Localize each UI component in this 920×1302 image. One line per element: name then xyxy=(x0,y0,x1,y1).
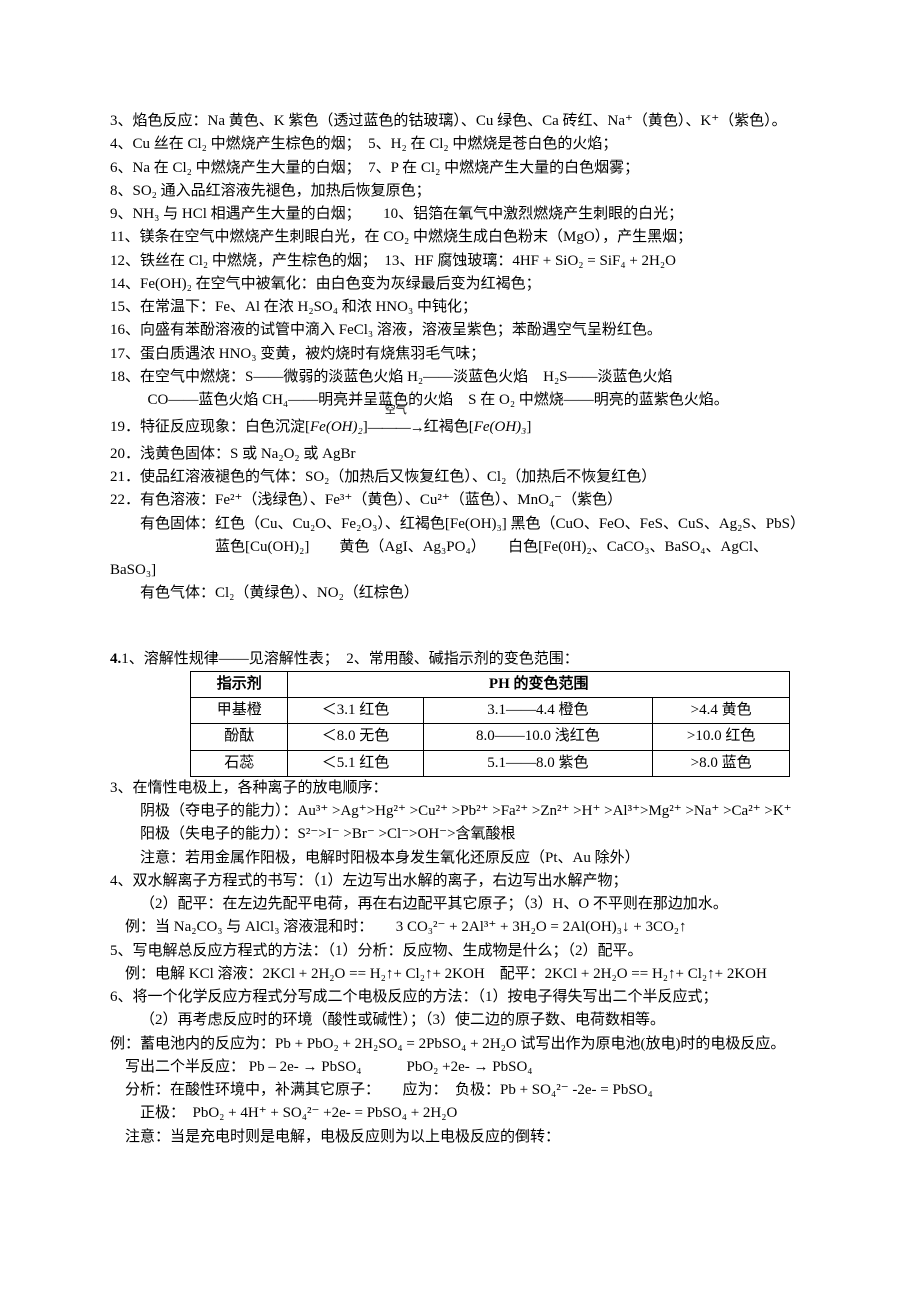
line-6-7: 6、Na 在 Cl₂ 中燃烧产生大量的白烟； 7、P 在 Cl₂ 中燃烧产生大量… xyxy=(110,157,810,180)
line-22a: 22．有色溶液：Fe²⁺（浅绿色）、Fe³⁺（黄色）、Cu²⁺（蓝色）、MnO₄… xyxy=(110,489,810,512)
table-cell: 石蕊 xyxy=(191,750,288,776)
table-cell: 3.1——4.4 橙色 xyxy=(423,698,653,724)
s6-line-b: （2）再考虑反应时的环境（酸性或碱性）；（3）使二边的原子数、电荷数相等。 xyxy=(110,1009,810,1032)
table-row: 酚酞 ＜8.0 无色 8.0——10.0 浅红色 >10.0 红色 xyxy=(191,724,790,750)
formula-feoh3: Fe(OH)₃ xyxy=(474,419,527,435)
document-page: 3、焰色反应：Na 黄色、K 紫色（透过蓝色的钴玻璃）、Cu 绿色、Ca 砖红、… xyxy=(0,0,920,1302)
section4-line1: 4.1、溶解性规律——见溶解性表； 2、常用酸、碱指示剂的变色范围： xyxy=(110,648,810,671)
s6-line-g: 注意：当是充电时则是电解，电极反应则为以上电极反应的倒转： xyxy=(110,1126,810,1149)
s5-line-a: 5、写电解总反应方程式的方法：（1）分析：反应物、生成物是什么；（2）配平。 xyxy=(110,940,810,963)
line-19: 19．特征反应现象：白色沉淀[Fe(OH)₂] 空气———→红褐色[Fe(OH)₃… xyxy=(110,412,810,443)
reaction-arrow: 空气———→ xyxy=(368,413,424,443)
line-21: 21．使品红溶液褪色的气体：SO₂（加热后又恢复红色）、Cl₂（加热后不恢复红色… xyxy=(110,466,810,489)
table-cell: ＜3.1 红色 xyxy=(288,698,423,724)
line-18a: 18、在空气中燃烧：S——微弱的淡蓝色火焰 H₂——淡蓝色火焰 H₂S——淡蓝色… xyxy=(110,366,810,389)
line-3: 3、焰色反应：Na 黄色、K 紫色（透过蓝色的钴玻璃）、Cu 绿色、Ca 砖红、… xyxy=(110,110,810,133)
formula-feoh2: Fe(OH)₂ xyxy=(310,419,363,435)
line-4-5: 4、Cu 丝在 Cl₂ 中燃烧产生棕色的烟； 5、H₂ 在 Cl₂ 中燃烧是苍白… xyxy=(110,133,810,156)
line-18b: CO——蓝色火焰 CH₄——明亮并呈蓝色的火焰 S 在 O₂ 中燃烧——明亮的蓝… xyxy=(110,389,810,412)
s4-line-c: 例：当 Na₂CO₃ 与 AlCl₃ 溶液混和时： 3 CO₃²⁻ + 2Al³… xyxy=(110,916,810,939)
section-gap xyxy=(110,606,810,648)
table-cell: 8.0——10.0 浅红色 xyxy=(423,724,653,750)
line-22b: 有色固体：红色（Cu、Cu₂O、Fe₂O₃）、红褐色[Fe(OH)₃] 黑色（C… xyxy=(110,513,810,536)
s3-line-b: 阴极（夺电子的能力）：Au³⁺ >Ag⁺>Hg²⁺ >Cu²⁺ >Pb²⁺ >F… xyxy=(110,800,810,823)
line-22c: 蓝色[Cu(OH)₂] 黄色（AgI、Ag₃PO₄） 白色[Fe(0H)₂、Ca… xyxy=(110,536,810,583)
line-9-10: 9、NH₃ 与 HCl 相遇产生大量的白烟； 10、铝箔在氧气中激烈燃烧产生刺眼… xyxy=(110,203,810,226)
table-cell: ＜5.1 红色 xyxy=(288,750,423,776)
line-11: 11、镁条在空气中燃烧产生刺眼白光，在 CO₂ 中燃烧生成白色粉末（MgO），产… xyxy=(110,226,810,249)
s6-line-f: 正极： PbO₂ + 4H⁺ + SO₄²⁻ +2e- = PbSO₄ + 2H… xyxy=(110,1102,810,1125)
table-cell: 酚酞 xyxy=(191,724,288,750)
indicator-table: 指示剂 PH 的变色范围 甲基橙 ＜3.1 红色 3.1——4.4 橙色 >4.… xyxy=(190,671,790,777)
arrow-condition: 空气 xyxy=(368,399,424,421)
section4-text1: 1、溶解性规律——见溶解性表； 2、常用酸、碱指示剂的变色范围： xyxy=(121,651,579,667)
s3-line-d: 注意：若用金属作阳极，电解时阳极本身发生氧化还原反应（Pt、Au 除外） xyxy=(110,847,810,870)
s6-line-c: 例：蓄电池内的反应为：Pb + PbO₂ + 2H₂SO₄ = 2PbSO₄ +… xyxy=(110,1033,810,1056)
table-header-indicator: 指示剂 xyxy=(191,671,288,697)
table-cell: ＜8.0 无色 xyxy=(288,724,423,750)
table-cell: >10.0 红色 xyxy=(653,724,790,750)
table-header-row: 指示剂 PH 的变色范围 xyxy=(191,671,790,697)
s6-line-a: 6、将一个化学反应方程式分写成二个电极反应的方法：（1）按电子得失写出二个半反应… xyxy=(110,986,810,1009)
table-row: 甲基橙 ＜3.1 红色 3.1——4.4 橙色 >4.4 黄色 xyxy=(191,698,790,724)
table-row: 石蕊 ＜5.1 红色 5.1——8.0 紫色 >8.0 蓝色 xyxy=(191,750,790,776)
line-22d: 有色气体：Cl₂（黄绿色）、NO₂（红棕色） xyxy=(110,582,810,605)
line-15: 15、在常温下：Fe、Al 在浓 H₂SO₄ 和浓 HNO₃ 中钝化； xyxy=(110,296,810,319)
table-cell: >8.0 蓝色 xyxy=(653,750,790,776)
line-17: 17、蛋白质遇浓 HNO₃ 变黄，被灼烧时有烧焦羽毛气味； xyxy=(110,343,810,366)
s3-line-c: 阳极（失电子的能力）：S²⁻>I⁻ >Br⁻ >Cl⁻>OH⁻>含氧酸根 xyxy=(110,823,810,846)
s3-line-a: 3、在惰性电极上，各种离子的放电顺序： xyxy=(110,777,810,800)
section4-prefix: 4. xyxy=(110,651,121,667)
line-19-prefix: 19．特征反应现象：白色沉淀[ xyxy=(110,419,310,435)
table-cell: 5.1——8.0 紫色 xyxy=(423,750,653,776)
line-16: 16、向盛有苯酚溶液的试管中滴入 FeCl₃ 溶液，溶液呈紫色；苯酚遇空气呈粉红… xyxy=(110,319,810,342)
line-14: 14、Fe(OH)₂ 在空气中被氧化：由白色变为灰绿最后变为红褐色； xyxy=(110,273,810,296)
s6-line-e: 分析：在酸性环境中，补满其它原子： 应为： 负极：Pb + SO₄²⁻ -2e-… xyxy=(110,1079,810,1102)
table-cell: >4.4 黄色 xyxy=(653,698,790,724)
line-20: 20．浅黄色固体：S 或 Na₂O₂ 或 AgBr xyxy=(110,443,810,466)
line-19-bracket2: ] xyxy=(526,419,531,435)
table-cell: 甲基橙 xyxy=(191,698,288,724)
line-8: 8、SO₂ 通入品红溶液先褪色，加热后恢复原色； xyxy=(110,180,810,203)
s4-line-b: （2）配平：在左边先配平电荷，再在右边配平其它原子；（3）H、O 不平则在那边加… xyxy=(110,893,810,916)
s6-line-d: 写出二个半反应： Pb – 2e- → PbSO₄ PbO₂ +2e- → Pb… xyxy=(110,1056,810,1079)
s5-line-b: 例：电解 KCl 溶液：2KCl + 2H₂O == H₂↑+ Cl₂↑+ 2K… xyxy=(110,963,810,986)
line-12-13: 12、铁丝在 Cl₂ 中燃烧，产生棕色的烟； 13、HF 腐蚀玻璃：4HF + … xyxy=(110,250,810,273)
line-19-suffix: 红褐色[ xyxy=(424,419,474,435)
s4-line-a: 4、双水解离子方程式的书写：（1）左边写出水解的离子，右边写出水解产物； xyxy=(110,870,810,893)
table-header-range: PH 的变色范围 xyxy=(288,671,790,697)
